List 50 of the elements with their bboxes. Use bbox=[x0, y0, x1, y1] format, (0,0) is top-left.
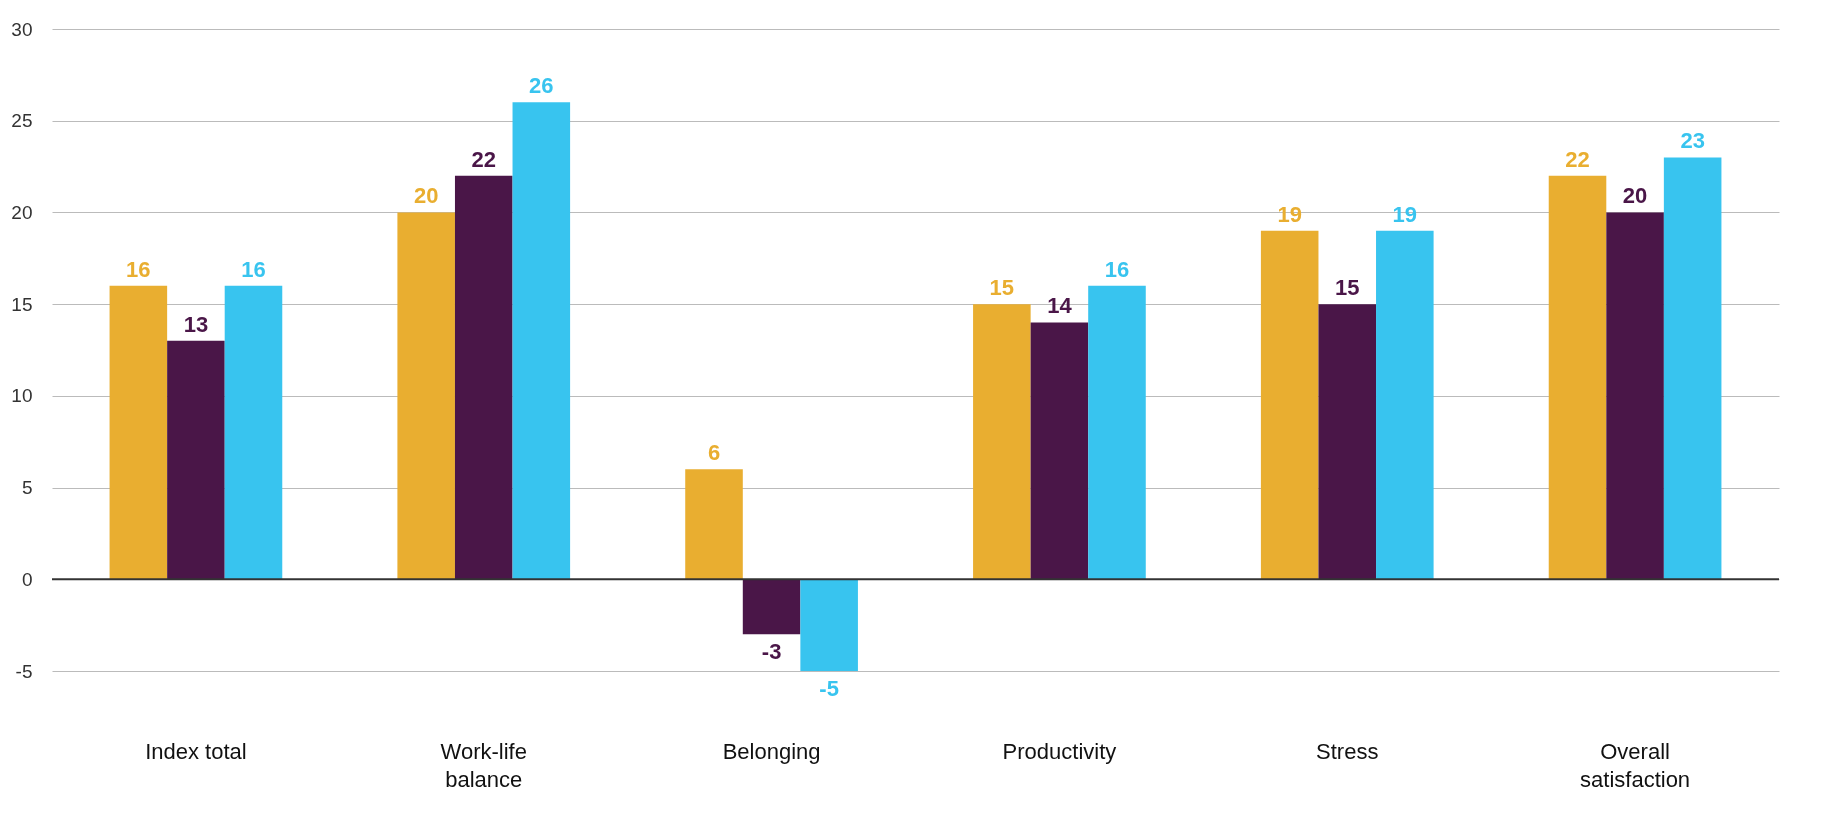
y-tick-label: 20 bbox=[11, 201, 33, 223]
bar bbox=[685, 469, 743, 580]
data-label: 15 bbox=[1335, 275, 1360, 301]
bar bbox=[1376, 230, 1434, 580]
bar bbox=[1260, 230, 1319, 580]
bar bbox=[1663, 157, 1722, 580]
x-tick-label: Index total bbox=[145, 738, 247, 764]
y-tick-label: 30 bbox=[11, 18, 33, 40]
data-label: 15 bbox=[989, 275, 1015, 301]
data-label: 23 bbox=[1680, 128, 1705, 154]
data-label: -3 bbox=[761, 639, 782, 665]
bar bbox=[167, 340, 225, 580]
bar bbox=[1548, 175, 1607, 580]
bar bbox=[454, 175, 513, 580]
bar bbox=[512, 102, 571, 580]
y-tick-label: 0 bbox=[21, 568, 33, 590]
x-tick-label: Stress bbox=[1316, 738, 1379, 764]
bar bbox=[1088, 285, 1146, 580]
y-tick-label: 5 bbox=[21, 477, 33, 499]
bar bbox=[1318, 304, 1377, 580]
data-label: 14 bbox=[1047, 293, 1073, 319]
data-label: 6 bbox=[707, 440, 721, 466]
y-tick-label: 25 bbox=[11, 110, 33, 132]
bar bbox=[742, 579, 801, 635]
x-tick-label: Overall satisfaction bbox=[1580, 738, 1691, 792]
data-label: -5 bbox=[819, 676, 839, 701]
data-label: 19 bbox=[1277, 201, 1302, 227]
bar bbox=[224, 285, 283, 580]
bar bbox=[109, 285, 168, 580]
data-label: 16 bbox=[241, 256, 266, 282]
data-label: 22 bbox=[1565, 146, 1590, 172]
bar bbox=[973, 304, 1031, 580]
bar bbox=[800, 579, 858, 671]
bar bbox=[397, 212, 455, 580]
x-tick-label: Work-life balance bbox=[440, 738, 527, 792]
data-label: 19 bbox=[1392, 201, 1418, 227]
y-tick-label: -5 bbox=[15, 660, 33, 682]
bar bbox=[1606, 212, 1664, 580]
data-label: 22 bbox=[471, 146, 496, 172]
x-tick-label: Productivity bbox=[1002, 738, 1117, 764]
data-label: 20 bbox=[413, 183, 439, 209]
data-label: 16 bbox=[126, 256, 151, 282]
y-tick-label: 15 bbox=[11, 293, 33, 315]
data-label: 16 bbox=[1104, 256, 1130, 282]
data-label: 13 bbox=[183, 311, 209, 337]
y-tick-label: 10 bbox=[11, 385, 33, 407]
data-label: 26 bbox=[529, 73, 554, 99]
data-label: 20 bbox=[1622, 183, 1648, 209]
x-tick-label: Belonging bbox=[722, 738, 821, 764]
bar bbox=[1030, 322, 1089, 580]
